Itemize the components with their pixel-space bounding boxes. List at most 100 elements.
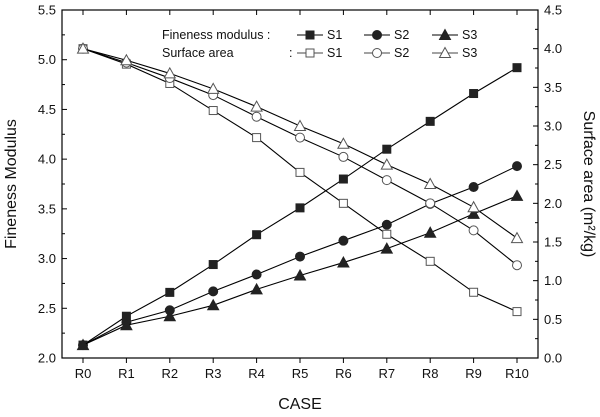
data-point	[163, 66, 177, 79]
y-right-tick-label: 1.0	[544, 273, 562, 288]
data-point	[208, 260, 218, 270]
data-point	[295, 167, 305, 177]
y-left-tick-label: 3.5	[38, 201, 56, 216]
data-point	[206, 82, 220, 94]
data-point	[425, 116, 435, 126]
data-point	[252, 230, 262, 240]
data-point	[381, 219, 392, 230]
legend-label-S1: S1	[327, 28, 342, 42]
y-left-tick-label: 4.0	[38, 152, 56, 167]
data-point	[423, 226, 437, 238]
x-tick-label: R10	[505, 366, 529, 381]
x-tick-label: R6	[335, 366, 352, 381]
data-point	[251, 269, 262, 280]
series-S3-fineness	[76, 189, 524, 351]
data-point	[468, 181, 479, 192]
y-right-tick-label: 4.5	[544, 3, 562, 18]
x-tick-label: R7	[378, 366, 395, 381]
y-right-tick-label: 3.5	[544, 80, 562, 95]
data-point	[338, 198, 348, 208]
y-right-tick-label: 3.0	[544, 119, 562, 134]
legend-marker	[372, 48, 382, 58]
legend-group-fineness: Fineness modulus :	[162, 28, 270, 42]
data-point	[512, 63, 522, 73]
y-right-tick-label: 2.5	[544, 157, 562, 172]
axes: R0 R1 R2 R3 R4 R5 R6 R7 R8 R9 R10 2.0 2.5 3.0 3.5 4.0 4.…	[38, 3, 562, 382]
data-point	[295, 203, 305, 213]
data-point	[250, 282, 263, 295]
legend-marker	[438, 46, 452, 58]
x-tick-label: R2	[161, 366, 178, 381]
data-point	[295, 251, 305, 262]
y-right-axis-title: Surface area (m²/kg)	[580, 111, 597, 258]
data-point	[338, 235, 349, 246]
data-point	[510, 189, 524, 201]
legend-marker	[438, 28, 452, 40]
y-right-tick-label: 0.0	[544, 351, 562, 366]
data-point	[382, 144, 392, 154]
data-point	[382, 229, 392, 239]
series-line	[82, 48, 518, 266]
data-point	[512, 307, 522, 317]
data-point	[208, 106, 218, 116]
data-point	[380, 242, 394, 254]
data-point	[295, 132, 305, 143]
x-axis-title: CASE	[278, 396, 322, 413]
series-S3-surface	[76, 42, 524, 244]
data-point	[337, 256, 350, 268]
data-point	[381, 175, 392, 186]
y-left-axis-title: Fineness Modulus	[3, 119, 20, 249]
series-S1-fineness	[78, 63, 522, 350]
data-point	[468, 225, 479, 236]
legend-marker	[372, 30, 382, 40]
data-point	[467, 200, 480, 213]
x-tick-label: R3	[205, 366, 222, 381]
legend-label-S3: S3	[462, 28, 477, 42]
data-point	[293, 268, 307, 281]
data-point	[76, 338, 90, 351]
data-point	[165, 287, 175, 297]
data-point	[252, 133, 262, 143]
data-point	[338, 174, 348, 184]
legend: Fineness modulus : Surface area: S1 S2 S3 S1 S…	[162, 28, 477, 60]
y-right-tick-label: 4.0	[544, 41, 562, 56]
x-tick-label: R0	[75, 366, 92, 381]
legend-marker	[305, 48, 315, 58]
legend-group-surface: Surface area	[162, 46, 234, 60]
data-point	[425, 198, 436, 209]
data-point	[250, 100, 263, 112]
data-point	[338, 151, 349, 162]
data-point	[293, 119, 307, 131]
y-left-tick-label: 5.5	[38, 3, 56, 18]
data-point	[467, 207, 480, 219]
y-left-tick-label: 4.5	[38, 102, 56, 117]
y-right-tick-label: 2.0	[544, 196, 562, 211]
x-tick-label: R4	[248, 366, 265, 381]
legend-label-S3: S3	[462, 46, 477, 60]
y-left-tick-label: 5.0	[38, 52, 56, 67]
data-point	[120, 318, 133, 331]
x-tick-label: R8	[422, 366, 439, 381]
legend-label-S2: S2	[394, 46, 409, 60]
legend-label-S2: S2	[394, 28, 409, 42]
x-tick-label: R1	[118, 366, 135, 381]
legend-colon: :	[289, 46, 292, 60]
data-point	[251, 111, 262, 122]
data-point	[469, 287, 479, 297]
x-tick-label: R9	[465, 366, 482, 381]
series-S1-surface	[78, 44, 522, 317]
data-point	[512, 260, 522, 271]
data-point	[425, 256, 435, 266]
y-left-tick-label: 3.0	[38, 251, 56, 266]
x-tick-label: R5	[292, 366, 309, 381]
legend-marker	[305, 30, 315, 40]
y-left-tick-label: 2.0	[38, 351, 56, 366]
series-layer	[76, 42, 524, 351]
data-point	[337, 137, 350, 149]
series-S2-surface	[78, 43, 522, 271]
data-point	[469, 89, 479, 99]
data-point	[206, 298, 220, 311]
series-S2-fineness	[78, 161, 522, 351]
data-point	[423, 177, 437, 189]
